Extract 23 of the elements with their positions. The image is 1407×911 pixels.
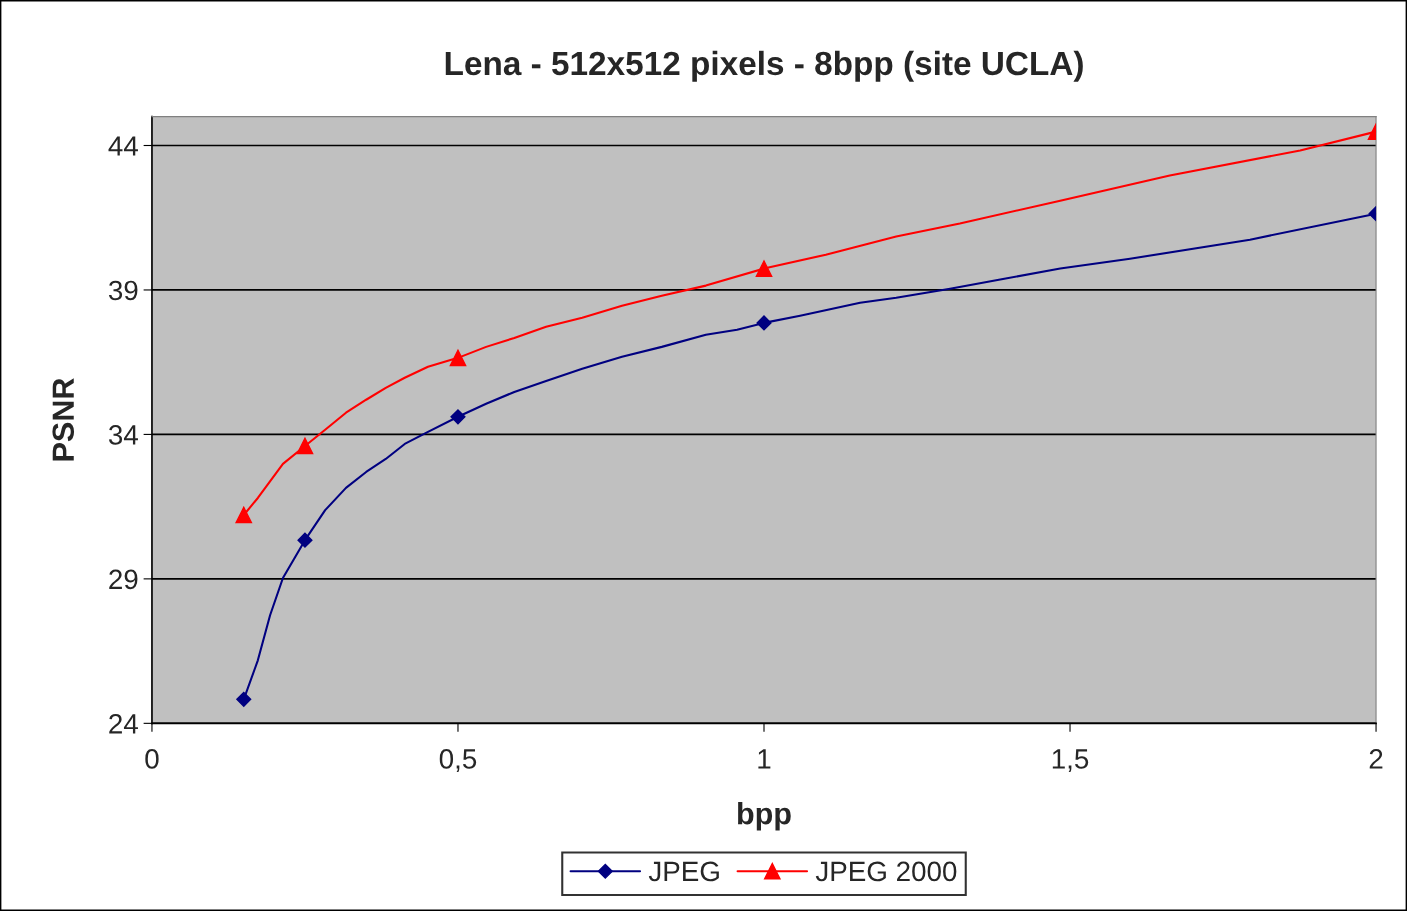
x-tick-label: 1,5 [1052,749,1089,773]
y-tick-label: 29 [109,569,138,590]
legend-label: JPEG [648,861,719,882]
x-tick-label: 1 [758,749,771,769]
chart-title: Lena - 512x512 pixels - 8bpp (site UCLA) [445,50,1083,82]
y-tick-label: 44 [108,136,138,156]
point [756,315,772,331]
point [755,260,773,277]
point [297,532,313,548]
y-tick-label: 24 [109,714,138,734]
y-tick-label: 34 [108,425,138,445]
point [296,437,314,455]
y-tick-label: 39 [108,280,138,301]
x-tick-label: 2 [1369,749,1383,769]
x-tick-label: 0 [145,749,159,769]
point [235,506,253,524]
x-axis-title: bpp [738,802,791,831]
point [236,691,252,707]
point [450,409,466,425]
legend-label: JPEG 2000 [815,861,957,882]
x-tick-label: 0,5 [439,749,477,773]
point [449,349,467,367]
y-axis-title: PSNR [52,378,75,461]
